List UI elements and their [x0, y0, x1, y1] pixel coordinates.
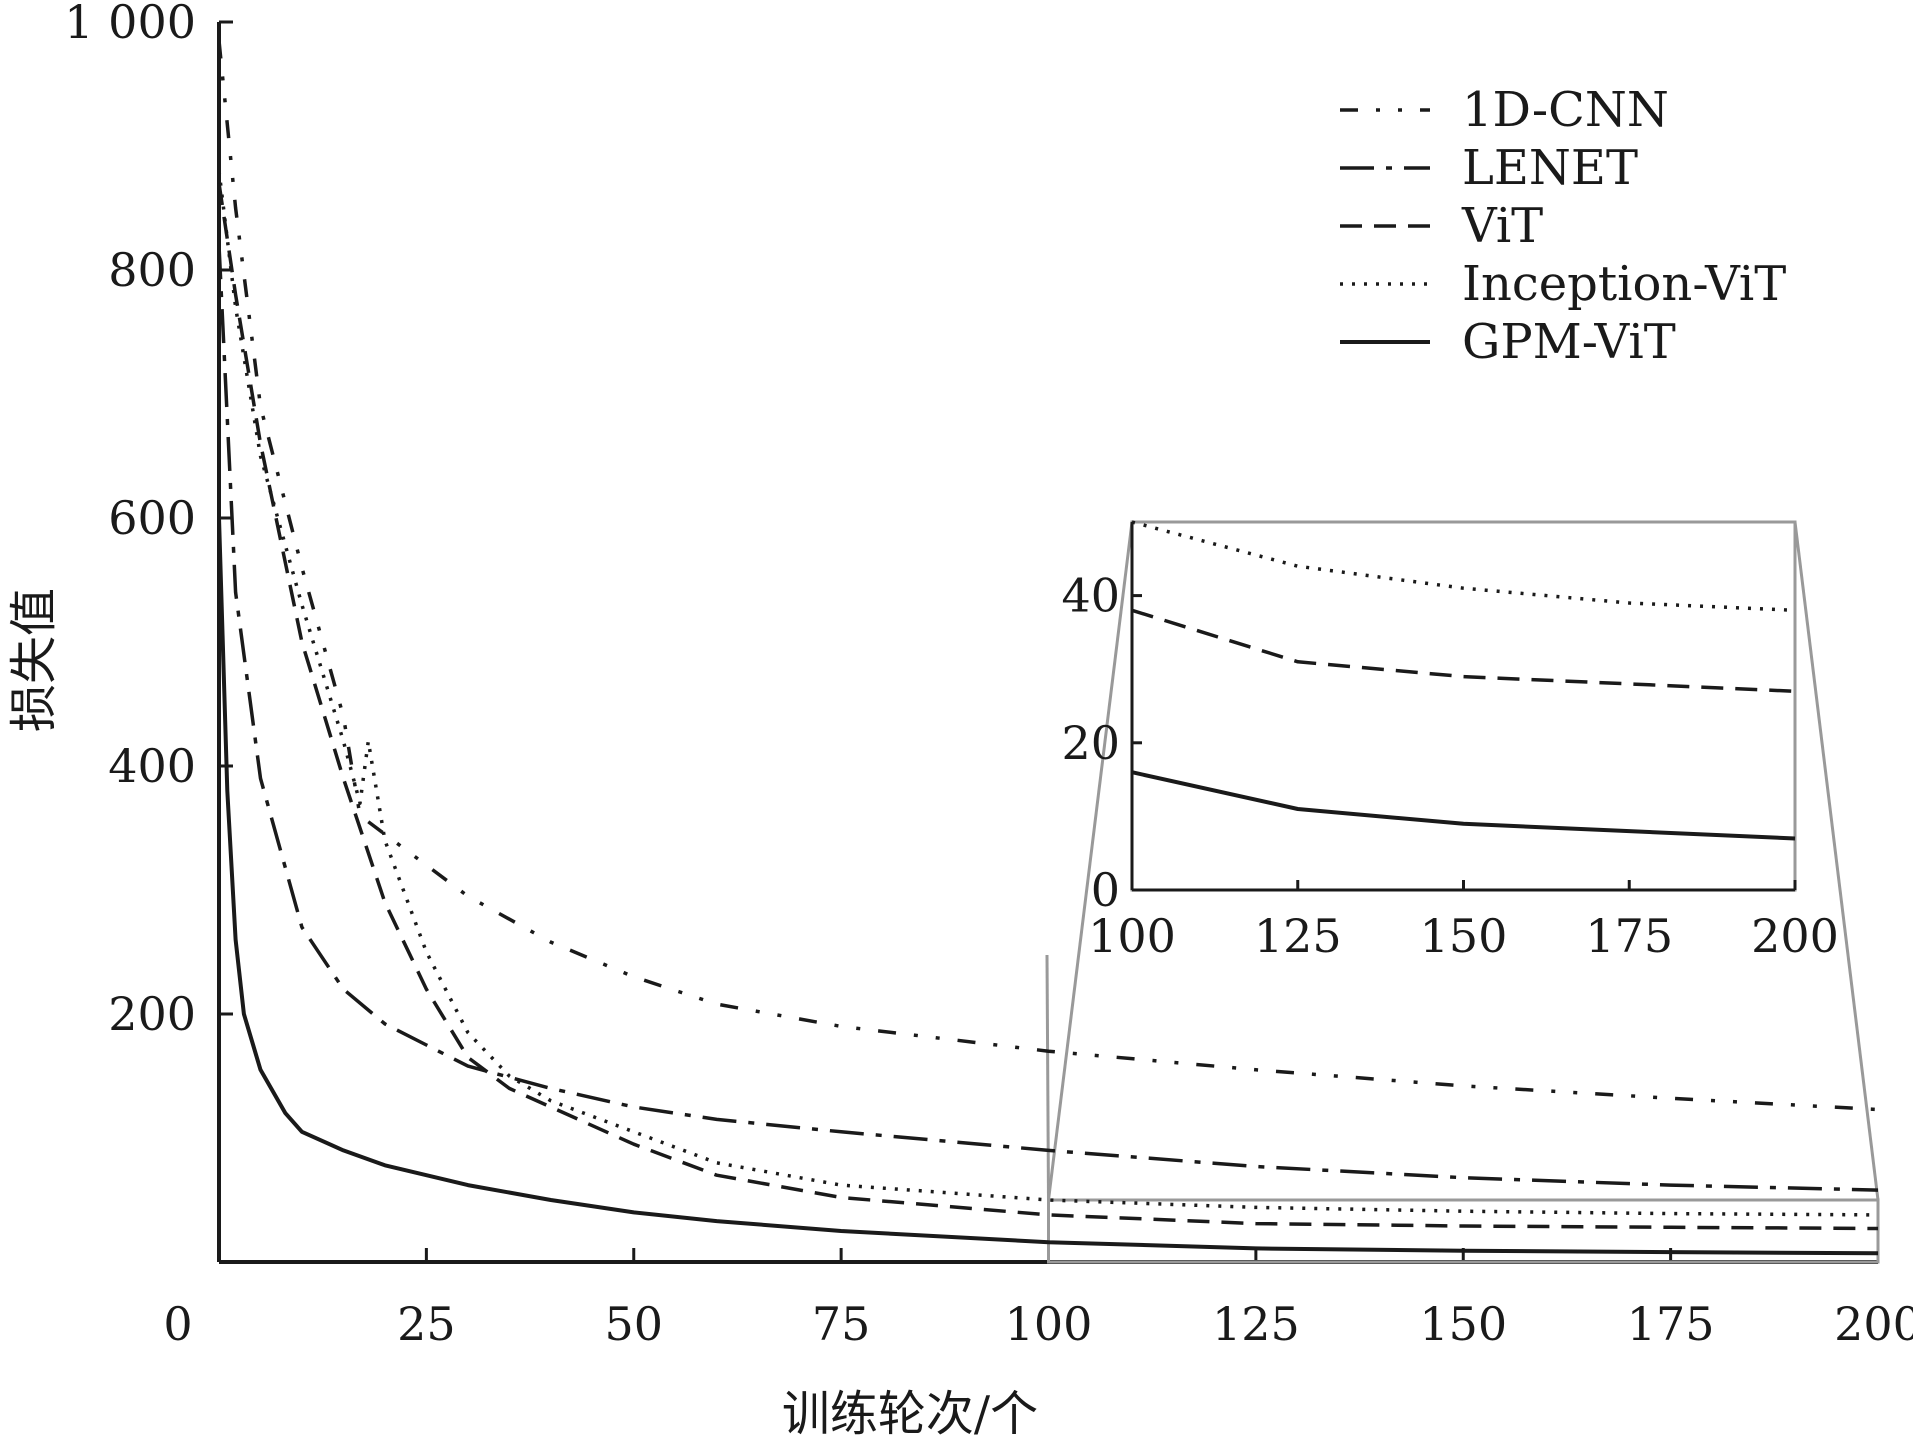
- x-tick-label: 200: [1834, 1297, 1913, 1351]
- x-tick-label: 0: [163, 1297, 192, 1351]
- inset-series-line-vit: [1131, 608, 1796, 694]
- inset-frame: [1130, 520, 1797, 892]
- zoom-highlight-box: [1047, 1198, 1880, 1264]
- y-tick-label: 600: [108, 491, 196, 545]
- legend-label: Inception-ViT: [1462, 256, 1786, 312]
- zoom-connector-left: [1045, 954, 1050, 1201]
- legend-label: 1D-CNN: [1462, 82, 1669, 138]
- zoom-connector-left-top: [1047, 521, 1134, 1201]
- x-tick-label: 125: [1212, 1297, 1300, 1351]
- legend-label: LENET: [1462, 140, 1638, 196]
- y-tick-group: 200 400 600 800 1 000: [64, 0, 233, 1041]
- zoom-connector-right: [1793, 521, 1880, 1201]
- x-tick-label: 25: [397, 1297, 456, 1351]
- inset-series-line-gpm-vit: [1131, 770, 1796, 841]
- inset-series-line-inception-vit: [1131, 520, 1796, 613]
- inset-chart: 100 125 150 175 200 0 20 40: [1061, 520, 1839, 963]
- x-tick-label: 150: [1419, 1297, 1507, 1351]
- x-tick-label: 100: [1005, 1297, 1093, 1351]
- inset-x-tick-label: 125: [1254, 909, 1342, 963]
- y-tick-label: 800: [108, 243, 196, 297]
- legend-label: GPM-ViT: [1462, 314, 1676, 370]
- x-tick-group: 0 25 50 75 100 125 150 175 200: [163, 1248, 1913, 1351]
- series-line-lenet: [217, 245, 1879, 1192]
- inset-y-tick-label: 40: [1061, 569, 1120, 623]
- y-tick-label: 1 000: [64, 0, 196, 49]
- series-group: [217, 40, 1879, 1256]
- inset-y-tick-label: 20: [1061, 716, 1120, 770]
- zoom-indicator: [1045, 521, 1880, 1264]
- x-tick-label: 175: [1627, 1297, 1715, 1351]
- inset-x-tick-label: 100: [1088, 909, 1176, 963]
- inset-y-tick-label: 0: [1091, 863, 1120, 917]
- series-line-vit: [217, 182, 1879, 1231]
- series-line-1d-cnn: [217, 40, 1879, 1112]
- y-axis-title: 损失值: [6, 588, 62, 732]
- y-tick-label: 200: [108, 987, 196, 1041]
- inset-x-tick-label: 175: [1585, 909, 1673, 963]
- x-tick-label: 50: [604, 1297, 663, 1351]
- inset-x-tick-label: 150: [1420, 909, 1508, 963]
- inset-x-tick-label: 200: [1751, 909, 1839, 963]
- series-line-gpm-vit: [217, 517, 1879, 1256]
- x-axis-title: 训练轮次/个: [782, 1386, 1038, 1441]
- y-tick-label: 400: [108, 739, 196, 793]
- x-tick-label: 75: [812, 1297, 871, 1351]
- legend-label: ViT: [1461, 198, 1543, 254]
